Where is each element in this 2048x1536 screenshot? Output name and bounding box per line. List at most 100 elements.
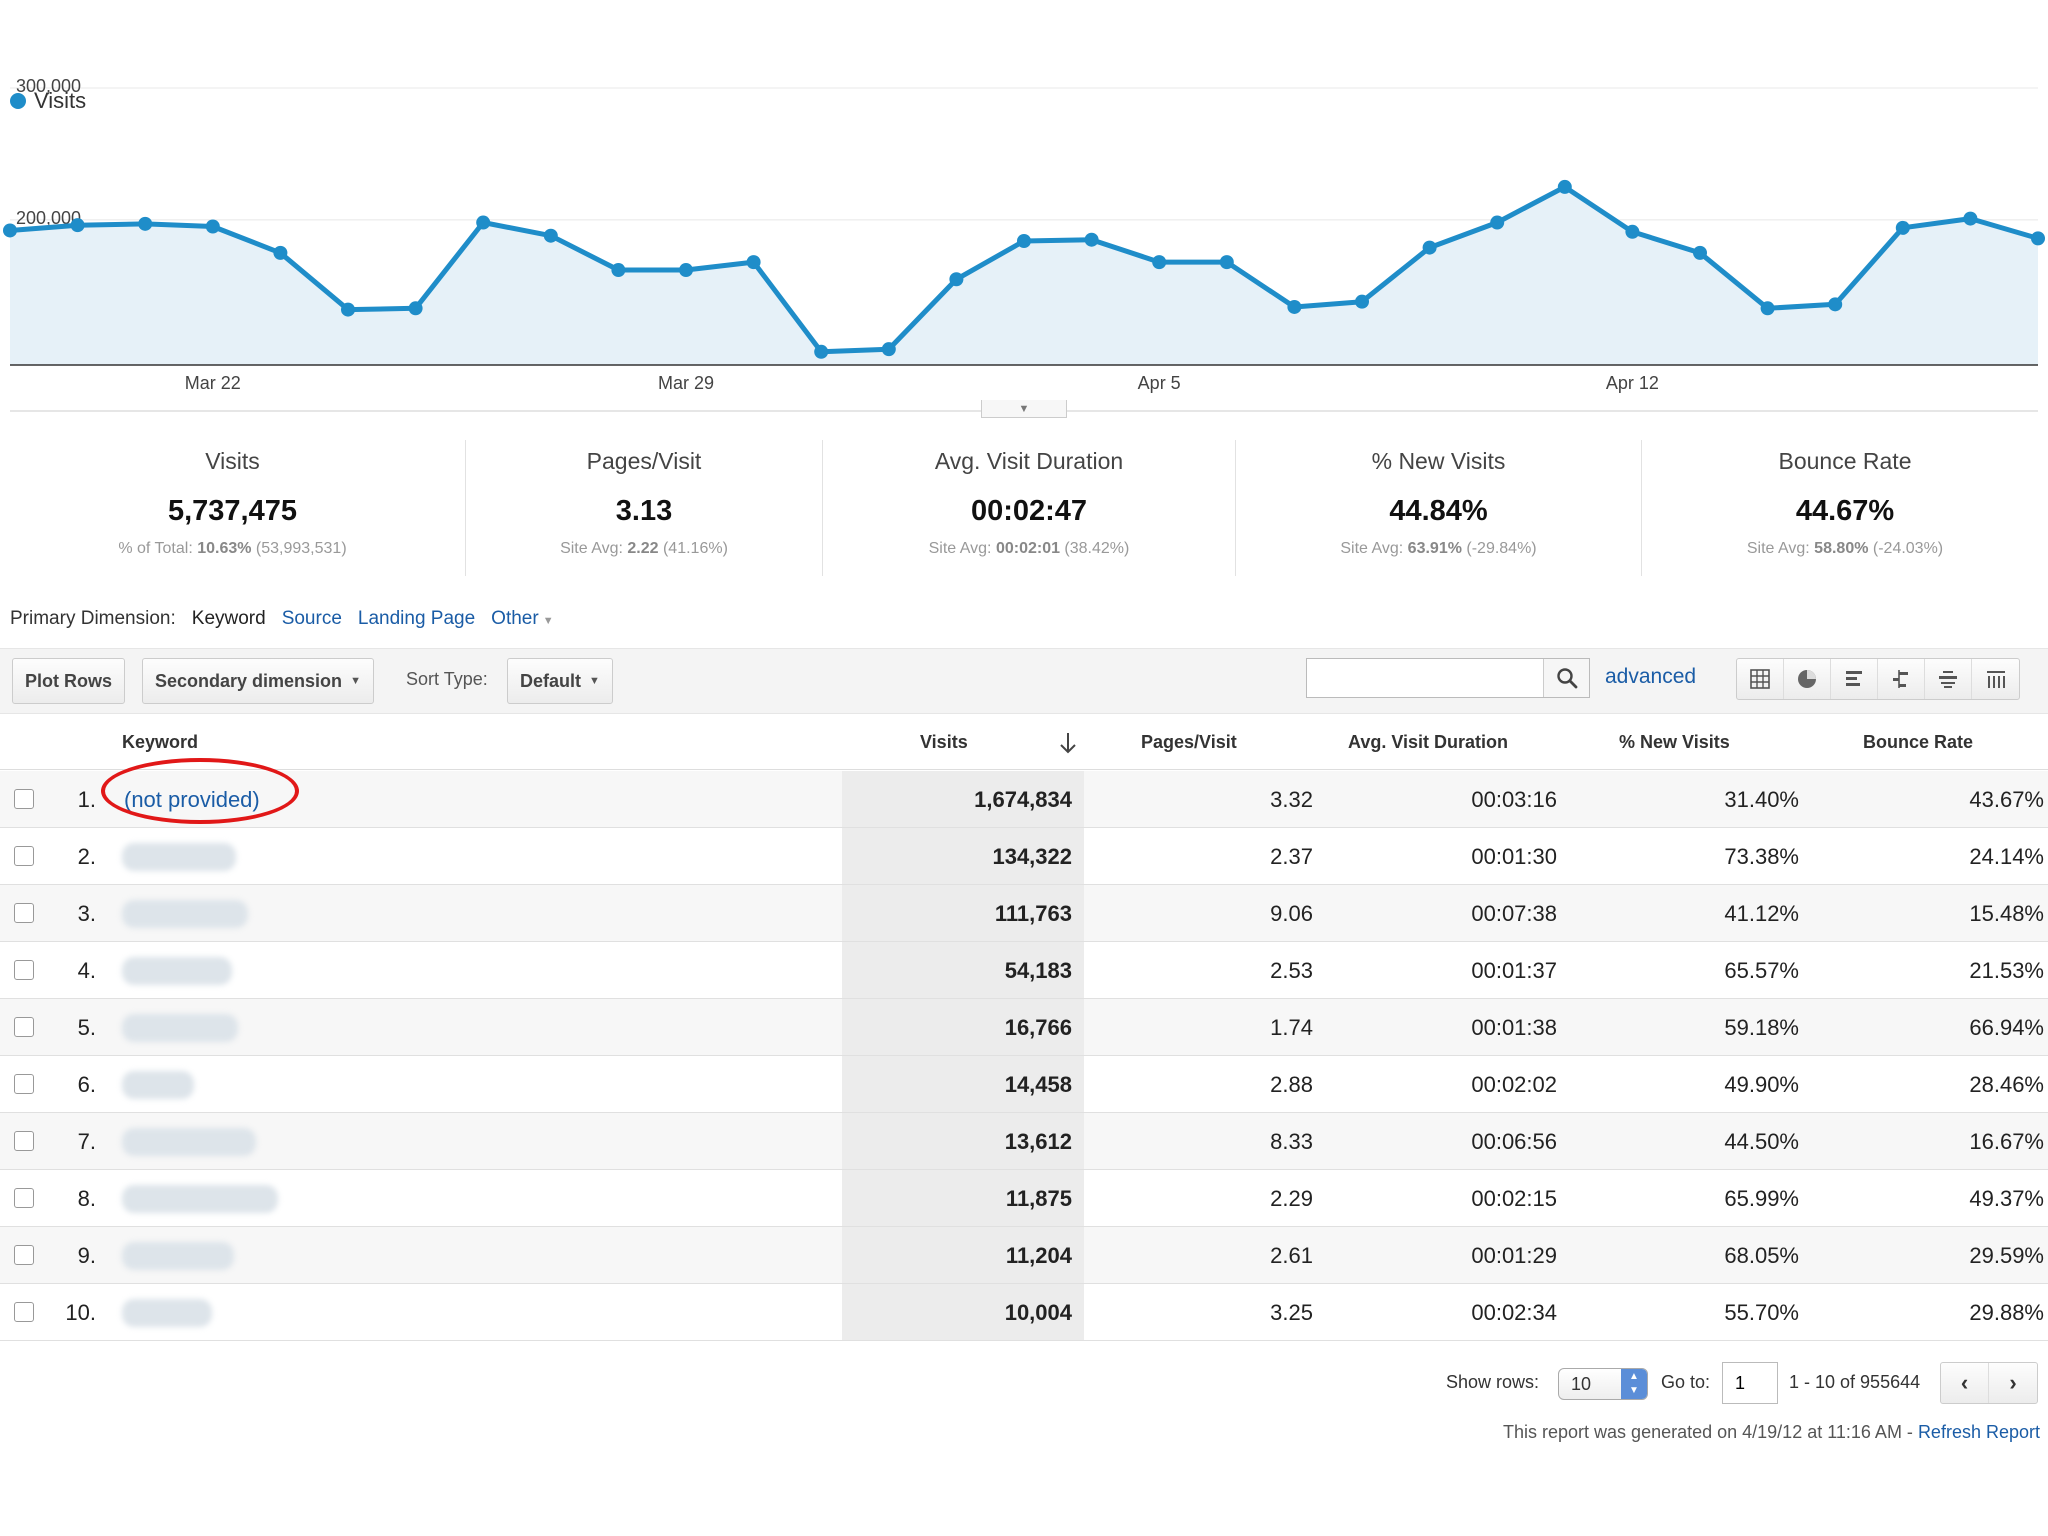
caret-down-icon: ▼: [589, 675, 600, 687]
scorecard-new-visits[interactable]: % New Visits 44.84% Site Avg: 63.91% (-2…: [1236, 440, 1642, 576]
cell-pages-visit: 2.29: [1270, 1186, 1313, 1211]
scorecard-label: Visits: [205, 448, 260, 474]
row-checkbox[interactable]: [14, 1245, 34, 1265]
cell-bounce-rate: 24.14%: [1969, 844, 2044, 869]
cell-visits: 111,763: [994, 901, 1072, 926]
data-point: [949, 272, 964, 287]
grid-icon: [1750, 669, 1770, 689]
row-checkbox[interactable]: [14, 1074, 34, 1094]
row-checkbox[interactable]: [14, 1188, 34, 1208]
row-checkbox[interactable]: [14, 960, 34, 980]
data-point: [70, 218, 85, 233]
sort-type-value: Default: [520, 670, 582, 691]
blurred-keyword[interactable]: [122, 1128, 256, 1156]
show-rows-select[interactable]: 10 ▲ ▼: [1558, 1368, 1648, 1400]
plot-rows-button[interactable]: Plot Rows: [12, 658, 126, 704]
cell-bounce-rate: 66.94%: [1969, 1015, 2044, 1040]
cell-avg-visit-duration: 00:03:16: [1471, 787, 1557, 812]
cell-bounce-rate: 29.88%: [1969, 1300, 2044, 1325]
data-point: [1017, 234, 1031, 249]
primary-dimension-source-link[interactable]: Source: [281, 608, 342, 629]
data-point: [1557, 179, 1572, 194]
table-row: 10. 10,004 3.25 00:02:34 55.70% 29.88%: [0, 1284, 2048, 1341]
blurred-keyword[interactable]: [122, 843, 236, 871]
table-row: 9. 11,204 2.61 00:01:29 68.05% 29.59%: [0, 1227, 2048, 1284]
scorecard-sub: Site Avg: 00:02:01 (38.42%): [928, 540, 1130, 557]
cell-visits: 11,204: [1005, 1243, 1072, 1268]
table-search-input[interactable]: [1307, 659, 1543, 697]
data-point: [543, 228, 558, 243]
pie-view-button[interactable]: [1784, 659, 1831, 699]
comparison-view-button[interactable]: [1878, 659, 1925, 699]
primary-dimension-landing-page-link[interactable]: Landing Page: [357, 608, 476, 629]
cell-pages-visit: 2.37: [1270, 844, 1313, 869]
row-index: 4.: [77, 958, 96, 983]
blurred-keyword[interactable]: [122, 1071, 194, 1099]
goto-page-input[interactable]: [1722, 1362, 1778, 1404]
cell-visits: 14,458: [1004, 1072, 1072, 1097]
cell-new-visits: 49.90%: [1724, 1072, 1799, 1097]
previous-page-button[interactable]: ‹: [1941, 1363, 1989, 1403]
pivot-view-button[interactable]: [1972, 659, 2019, 699]
cell-visits: 54,183: [1004, 958, 1072, 983]
cell-bounce-rate: 49.37%: [1969, 1186, 2044, 1211]
blurred-keyword[interactable]: [122, 1299, 212, 1327]
search-button[interactable]: [1543, 659, 1589, 697]
column-header-keyword[interactable]: Keyword: [122, 732, 199, 752]
column-header-pages-visit[interactable]: Pages/Visit: [1141, 732, 1237, 752]
primary-dimension-label: Primary Dimension:: [10, 608, 176, 629]
row-checkbox[interactable]: [14, 1131, 34, 1151]
data-point: [408, 301, 423, 316]
row-checkbox[interactable]: [14, 1302, 34, 1322]
report-generated-note: This report was generated on 4/19/12 at …: [1503, 1422, 2040, 1443]
scorecard-value: 44.84%: [1389, 495, 1488, 527]
sort-descending-icon[interactable]: [1056, 730, 1080, 756]
row-index: 7.: [77, 1129, 96, 1154]
row-checkbox[interactable]: [14, 1017, 34, 1037]
bar-chart-icon: [1846, 671, 1862, 686]
data-point: [1828, 297, 1843, 312]
next-page-button[interactable]: ›: [1989, 1363, 2037, 1403]
column-header-avg-visit-duration[interactable]: Avg. Visit Duration: [1348, 732, 1509, 752]
visits-line-chart[interactable]: 300,000 200,000 Mar 22 Mar 29 Apr 5 Apr 12: [0, 70, 2048, 430]
column-header-new-visits[interactable]: % New Visits: [1619, 732, 1730, 752]
scorecard-visits[interactable]: Visits 5,737,475 % of Total: 10.63% (53,…: [0, 440, 466, 576]
scorecard-label: Bounce Rate: [1778, 448, 1912, 474]
primary-dimension-bar: Primary Dimension: Keyword Source Landin…: [10, 608, 554, 630]
x-tick-label: Apr 12: [1606, 373, 1659, 393]
scorecard-value: 3.13: [615, 495, 673, 527]
blurred-keyword[interactable]: [122, 900, 248, 928]
x-tick-label: Mar 22: [185, 373, 241, 393]
row-index: 1.: [77, 787, 96, 812]
row-checkbox[interactable]: [14, 789, 34, 809]
cell-new-visits: 68.05%: [1724, 1243, 1799, 1268]
primary-dimension-other-dropdown[interactable]: Other ▼: [491, 608, 553, 630]
chart-collapse-handle[interactable]: ▼: [981, 400, 1067, 418]
cell-visits: 11,875: [1005, 1186, 1072, 1211]
term-cloud-view-button[interactable]: [1925, 659, 1972, 699]
table-row: 7. 13,612 8.33 00:06:56 44.50% 16.67%: [0, 1113, 2048, 1170]
refresh-report-link[interactable]: Refresh Report: [1917, 1422, 2040, 1442]
column-header-visits[interactable]: Visits: [920, 732, 968, 752]
cell-visits: 13,612: [1004, 1129, 1072, 1154]
scorecard-avg-visit-duration[interactable]: Avg. Visit Duration 00:02:47 Site Avg: 0…: [823, 440, 1236, 576]
advanced-filter-link[interactable]: advanced: [1605, 665, 1697, 688]
column-header-bounce-rate[interactable]: Bounce Rate: [1863, 732, 1974, 752]
secondary-dimension-dropdown[interactable]: Secondary dimension ▼: [142, 658, 374, 704]
chart-legend[interactable]: Visits: [10, 88, 86, 114]
cell-visits: 134,322: [992, 844, 1072, 869]
scorecard-pages-visit[interactable]: Pages/Visit 3.13 Site Avg: 2.22 (41.16%): [466, 440, 823, 576]
table-view-button[interactable]: [1737, 659, 1784, 699]
performance-view-button[interactable]: [1831, 659, 1878, 699]
sort-type-dropdown[interactable]: Default ▼: [507, 658, 613, 704]
row-checkbox[interactable]: [14, 846, 34, 866]
scorecard-bounce-rate[interactable]: Bounce Rate 44.67% Site Avg: 58.80% (-24…: [1642, 440, 2048, 576]
blurred-keyword[interactable]: [122, 1242, 234, 1270]
blurred-keyword[interactable]: [122, 1185, 278, 1213]
row-checkbox[interactable]: [14, 903, 34, 923]
data-point: [341, 302, 355, 317]
cell-pages-visit: 8.33: [1270, 1129, 1313, 1154]
blurred-keyword[interactable]: [122, 957, 232, 985]
cell-avg-visit-duration: 00:01:29: [1471, 1243, 1557, 1268]
blurred-keyword[interactable]: [122, 1014, 238, 1042]
